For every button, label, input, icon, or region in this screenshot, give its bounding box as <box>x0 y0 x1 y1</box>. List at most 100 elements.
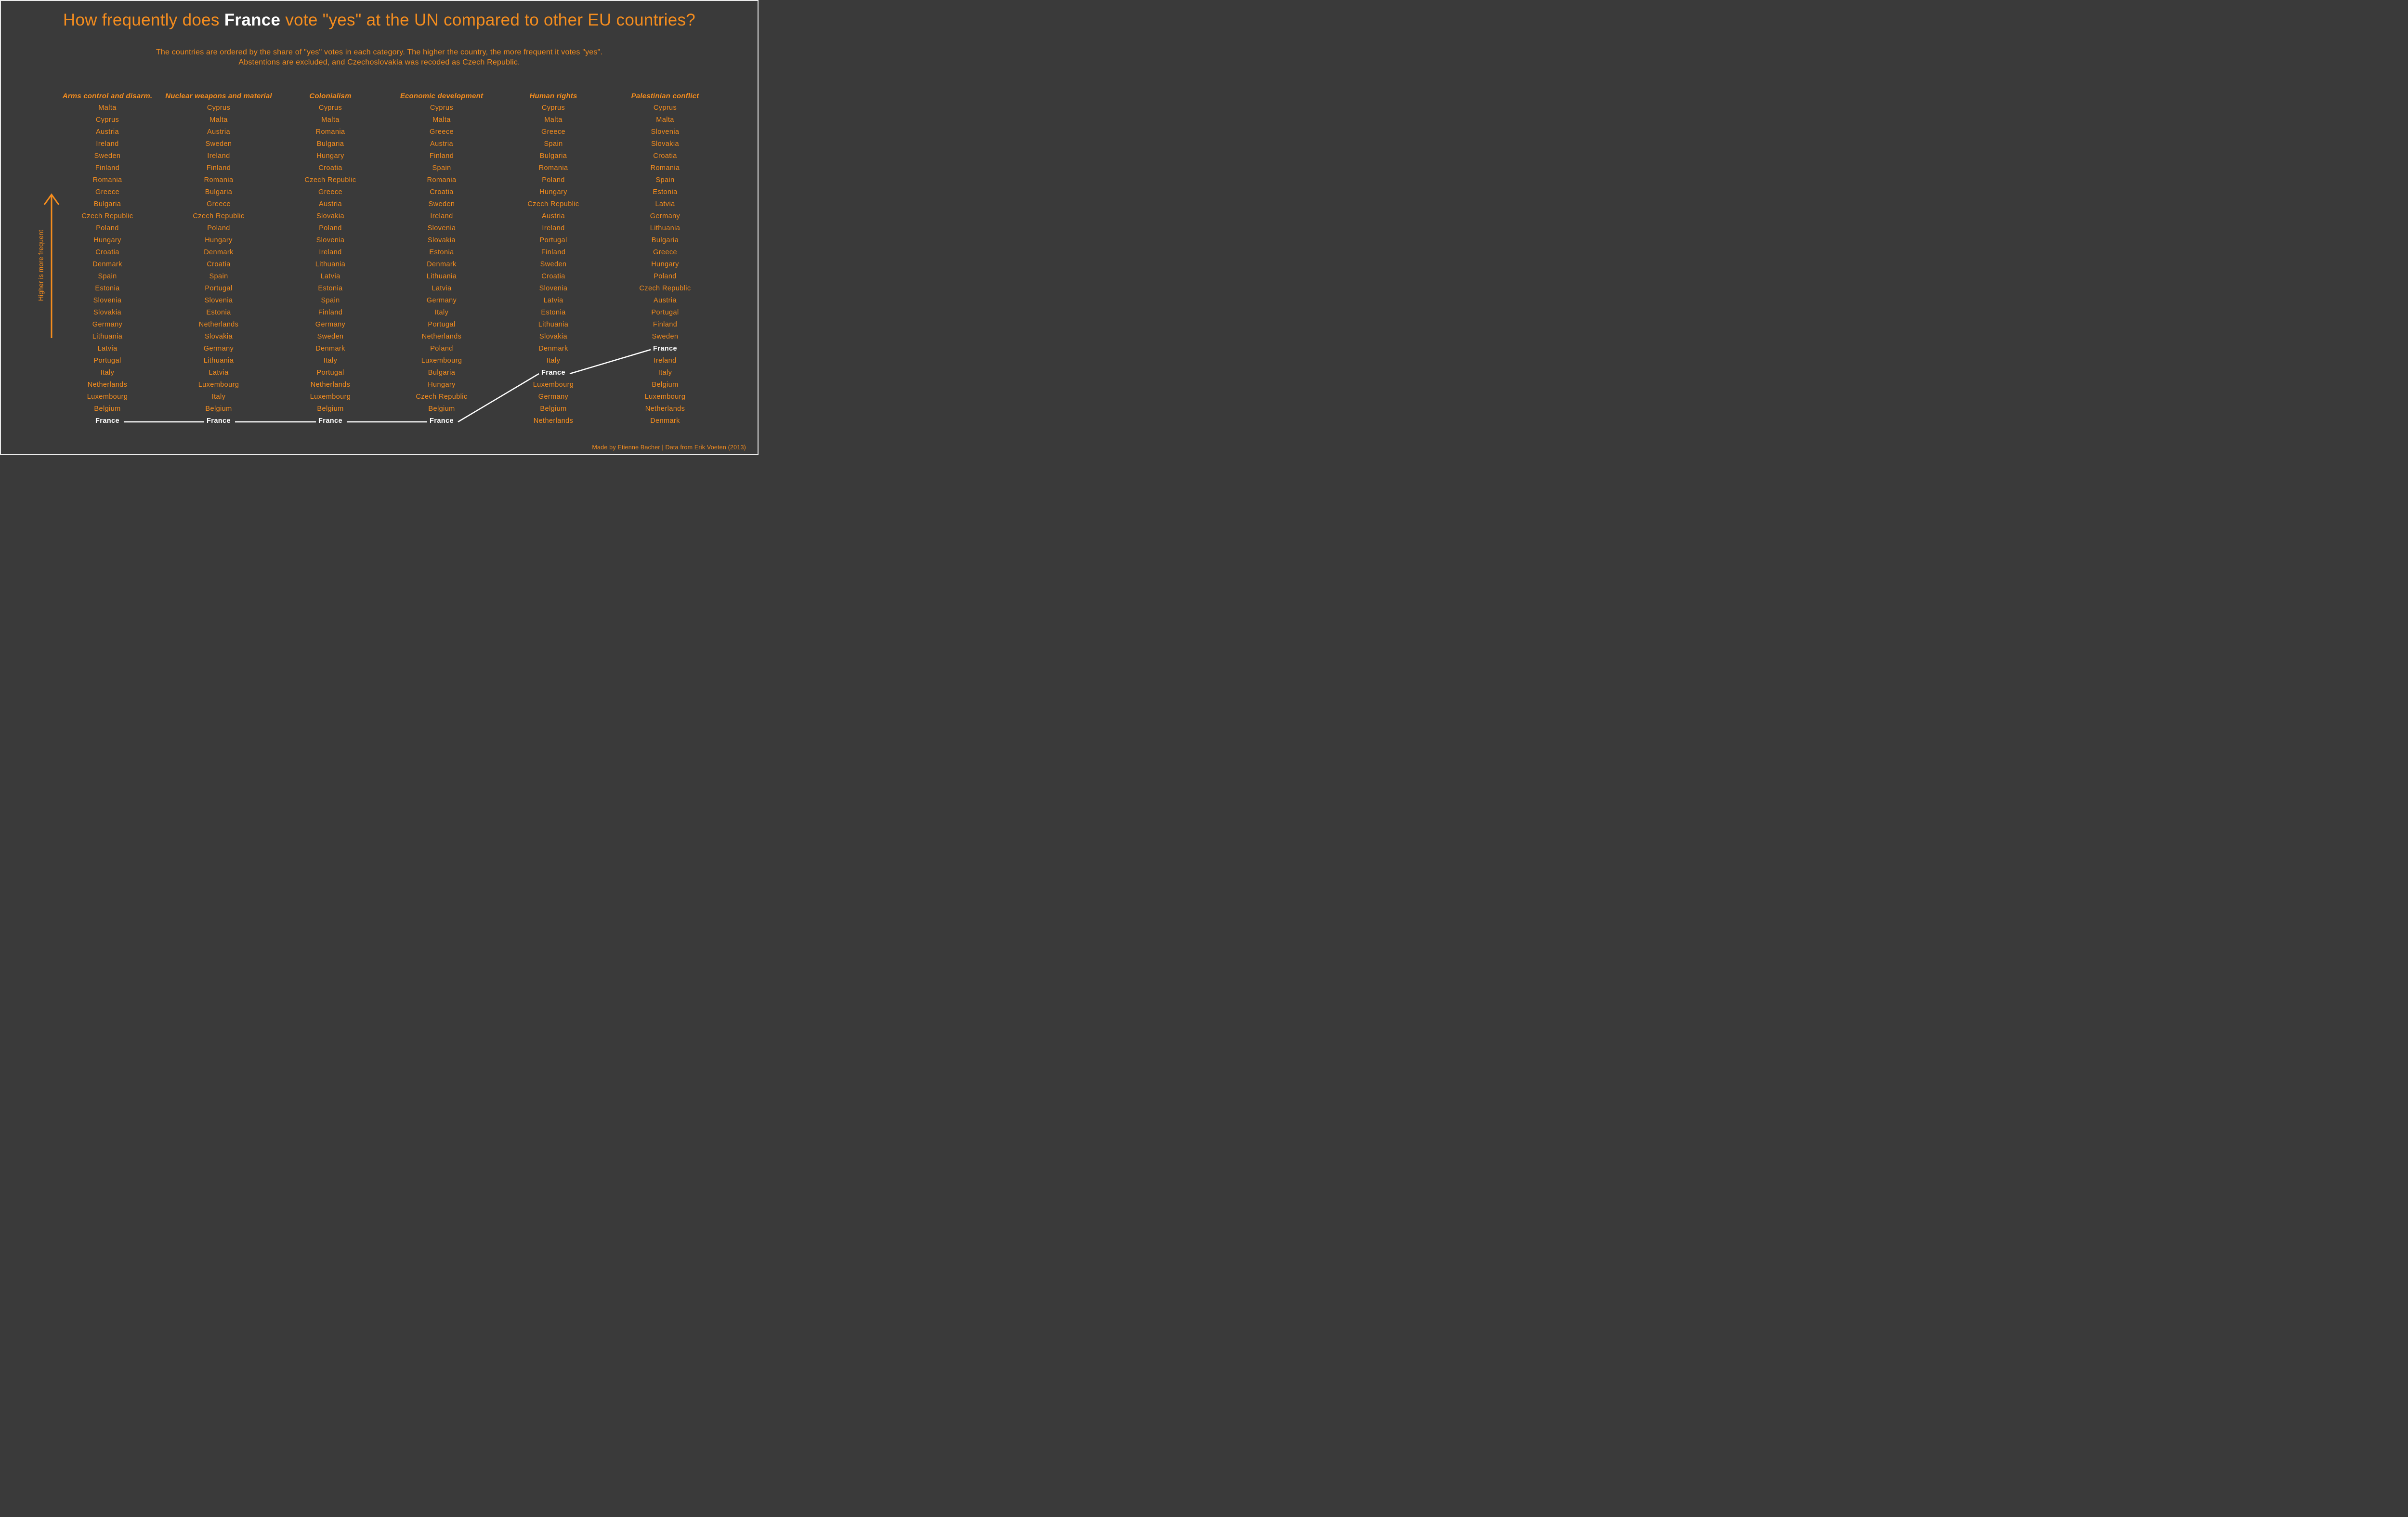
country-label: Denmark <box>498 343 609 355</box>
country-label: Austria <box>275 198 386 210</box>
country-name: Italy <box>658 369 672 377</box>
country-name: Cyprus <box>207 104 231 112</box>
category-header: Palestinian conflict <box>631 92 699 100</box>
country-label: Bulgaria <box>610 235 720 247</box>
country-name: Romania <box>92 176 122 184</box>
country-name: Luxembourg <box>310 393 351 401</box>
country-name: Greece <box>430 128 454 136</box>
country-label: Luxembourg <box>163 379 274 391</box>
country-label: Portugal <box>163 283 274 295</box>
country-label: Cyprus <box>275 102 386 114</box>
country-name: Austria <box>654 297 677 304</box>
country-label: Netherlands <box>52 379 163 391</box>
country-label: Slovenia <box>163 295 274 307</box>
country-name: Portugal <box>428 321 456 328</box>
country-name: Poland <box>207 224 230 232</box>
country-label: Greece <box>52 186 163 198</box>
category-column-nuclear-weapons: Nuclear weapons and material Cyprus Malta… <box>163 90 274 427</box>
country-name: Czech Republic <box>304 176 356 184</box>
country-name: Malta <box>98 104 117 112</box>
country-label: Sweden <box>498 259 609 271</box>
country-label: Greece <box>275 186 386 198</box>
country-label: Luxembourg <box>275 391 386 403</box>
country-label: Cyprus <box>386 102 497 114</box>
country-label: Belgium <box>52 403 163 415</box>
country-name: Slovenia <box>651 128 680 136</box>
country-label: Slovakia <box>610 138 720 150</box>
country-label: Austria <box>52 126 163 138</box>
country-name: Denmark <box>204 248 234 256</box>
country-name: Netherlands <box>421 333 462 340</box>
country-name: Netherlands <box>533 417 574 425</box>
country-label: Spain <box>275 295 386 307</box>
country-name: Hungary <box>539 188 567 196</box>
country-name: Ireland <box>96 140 119 148</box>
country-label: Slovenia <box>52 295 163 307</box>
country-label: Sweden <box>386 198 497 210</box>
country-name: France <box>653 345 677 353</box>
country-name: Cyprus <box>95 116 119 124</box>
country-name: Estonia <box>429 248 454 256</box>
country-name: Hungary <box>205 236 233 244</box>
country-name: Latvia <box>97 345 118 353</box>
country-label: Austria <box>386 138 497 150</box>
country-label: Poland <box>386 343 497 355</box>
country-label: Luxembourg <box>386 355 497 367</box>
country-name: Greece <box>318 188 342 196</box>
country-label: Croatia <box>275 162 386 174</box>
country-label: Italy <box>498 355 609 367</box>
country-label: Greece <box>163 198 274 210</box>
country-name: Cyprus <box>653 104 677 112</box>
country-name: Netherlands <box>645 405 685 413</box>
country-label: Poland <box>275 222 386 235</box>
up-arrow-icon <box>43 193 60 338</box>
country-name: Estonia <box>95 285 120 292</box>
country-name: Lithuania <box>538 321 569 328</box>
credit-text: Made by Etienne Bacher | Data from Erik … <box>592 444 746 451</box>
country-name: Sweden <box>540 261 567 268</box>
country-name: Slovakia <box>427 236 456 244</box>
country-name: Croatia <box>318 164 342 172</box>
country-label: Finland <box>52 162 163 174</box>
country-label: Malta <box>275 114 386 126</box>
country-name: Lithuania <box>426 273 457 280</box>
country-label: Estonia <box>610 186 720 198</box>
country-name: Finland <box>206 164 231 172</box>
country-name: Romania <box>427 176 457 184</box>
country-label: Portugal <box>386 319 497 331</box>
category-column-human-rights: Human rights Cyprus Malta Greece Spain Bulga… <box>498 90 609 427</box>
country-name: Malta <box>432 116 451 124</box>
category-header: Colonialism <box>309 92 352 100</box>
country-label: Portugal <box>610 307 720 319</box>
country-name: Malta <box>209 116 228 124</box>
country-label: Hungary <box>386 379 497 391</box>
country-name: Austria <box>96 128 119 136</box>
country-label: Italy <box>52 367 163 379</box>
country-name: Luxembourg <box>533 381 574 389</box>
country-name: Belgium <box>540 405 567 413</box>
country-label: Italy <box>275 355 386 367</box>
country-label: Portugal <box>498 235 609 247</box>
country-label: Croatia <box>386 186 497 198</box>
country-label: Czech Republic <box>163 210 274 222</box>
country-label: Hungary <box>275 150 386 162</box>
country-name: Spain <box>432 164 451 172</box>
country-label: Malta <box>386 114 497 126</box>
country-name: Sweden <box>652 333 679 340</box>
category-column-economic-development: Economic development Cyprus Malta Greece Au… <box>386 90 497 427</box>
country-name: Poland <box>654 273 677 280</box>
country-name: Malta <box>544 116 563 124</box>
country-label: Denmark <box>386 259 497 271</box>
country-label: Romania <box>275 126 386 138</box>
country-name: Germany <box>650 212 681 220</box>
country-name: Sweden <box>428 200 455 208</box>
country-name: Netherlands <box>198 321 239 328</box>
country-label: Luxembourg <box>498 379 609 391</box>
country-label: Lithuania <box>610 222 720 235</box>
country-name: Slovakia <box>316 212 344 220</box>
country-label: Cyprus <box>163 102 274 114</box>
country-name: Czech Republic <box>416 393 468 401</box>
country-label: Portugal <box>52 355 163 367</box>
country-name: Finland <box>95 164 120 172</box>
country-label: Ireland <box>275 247 386 259</box>
